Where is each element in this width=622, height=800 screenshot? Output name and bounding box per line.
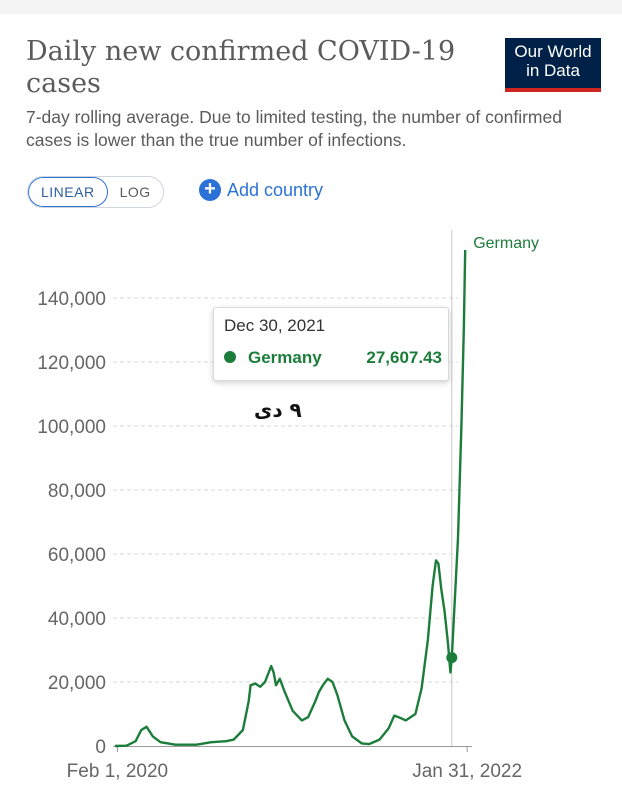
y-tick-label: 120,000	[37, 353, 106, 374]
y-tick-label: 40,000	[48, 609, 106, 630]
add-country-button[interactable]: + Add country	[199, 176, 323, 204]
linear-scale-button[interactable]: LINEAR	[28, 177, 108, 207]
owid-logo[interactable]: Our World in Data	[505, 38, 601, 92]
handwritten-annotation: ۹ دی	[254, 398, 302, 422]
y-tick-label: 60,000	[48, 545, 106, 566]
chart-title: Daily new confirmed COVID-19 cases	[26, 36, 456, 99]
tooltip-date: Dec 30, 2021	[224, 316, 326, 335]
logo-line-2: in Data	[526, 61, 580, 80]
tooltip-value: 27,607.43	[366, 348, 442, 367]
x-tick-label: Feb 1, 2020	[67, 761, 168, 782]
series-end-label: Germany	[473, 235, 539, 252]
series-line-germany	[114, 249, 467, 748]
y-tick-label: 20,000	[48, 673, 106, 694]
log-scale-button[interactable]: LOG	[119, 184, 151, 200]
plus-icon: +	[199, 179, 221, 201]
tooltip-series-name: Germany	[248, 348, 322, 367]
chart-tooltip: Dec 30, 2021 Germany 27,607.43	[213, 307, 449, 381]
logo-accent-bar	[505, 88, 601, 92]
y-tick-label: 100,000	[37, 417, 106, 438]
tooltip-series-dot	[224, 351, 236, 363]
x-tick-label: Jan 31, 2022	[412, 761, 522, 782]
y-tick-label: 80,000	[48, 481, 106, 502]
highlight-point	[446, 652, 458, 664]
y-tick-label: 0	[95, 737, 106, 758]
scale-toggle: LINEAR LOG	[27, 176, 164, 208]
add-country-label: Add country	[227, 179, 324, 200]
top-bar	[0, 0, 622, 14]
chart-subtitle: 7-day rolling average. Due to limited te…	[26, 107, 562, 150]
y-tick-label: 140,000	[37, 289, 106, 310]
logo-line-1: Our World	[514, 42, 592, 61]
